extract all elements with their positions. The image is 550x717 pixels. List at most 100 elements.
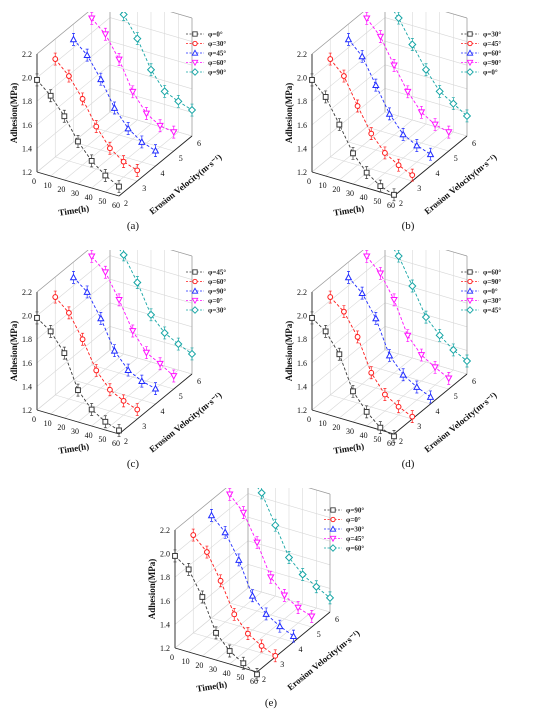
legend-label: φ=60° — [483, 50, 501, 58]
data-series — [52, 52, 141, 177]
panel-caption: (d) — [402, 458, 415, 470]
data-point — [170, 129, 178, 137]
axes — [36, 292, 193, 435]
data-point — [363, 408, 370, 415]
z-tick-label: 1.8 — [297, 97, 307, 106]
z-tick-label: 1.8 — [22, 97, 32, 106]
data-point — [124, 366, 132, 373]
data-point — [327, 294, 334, 300]
time-tick-label: 50 — [373, 435, 381, 444]
data-point — [116, 183, 122, 190]
z-tick-label: 1.4 — [297, 144, 307, 153]
data-point — [358, 52, 366, 60]
time-tick-label: 0 — [170, 653, 174, 662]
data-point — [93, 123, 100, 130]
data-point — [404, 88, 412, 96]
legend-marker — [467, 40, 473, 47]
z-tick-label: 1.6 — [297, 359, 307, 368]
z-tick-label: 1.6 — [297, 121, 307, 130]
data-series — [393, 250, 472, 368]
legend-label: φ=90° — [208, 69, 226, 77]
data-point — [226, 648, 233, 654]
velocity-tick-label: 6 — [472, 139, 476, 148]
z-tick-label: 2.2 — [297, 288, 307, 297]
data-point — [138, 377, 146, 385]
data-point — [308, 613, 316, 621]
z-tick-label: 2.0 — [297, 74, 307, 83]
z-tick-label: 2.0 — [22, 312, 32, 321]
velocity-tick-label: 6 — [335, 615, 339, 624]
data-point — [395, 403, 402, 410]
data-point — [52, 56, 59, 62]
velocity-axis-title: Erosion Velocity(m·s⁻¹) — [285, 628, 361, 692]
time-tick-label: 30 — [71, 189, 79, 198]
time-tick-label: 60 — [112, 201, 120, 210]
legend-marker — [191, 297, 199, 305]
data-series — [327, 290, 416, 423]
data-point — [284, 553, 294, 562]
z-axis-title: Adhesion(MPa) — [284, 321, 294, 382]
time-axis-title: Time(h) — [58, 203, 90, 218]
data-point — [376, 33, 385, 41]
velocity-tick-label: 3 — [280, 660, 284, 669]
data-point — [426, 150, 435, 158]
data-point — [101, 31, 110, 39]
data-point — [115, 56, 123, 64]
chart-svg: 1.2 1.4 1.6 1.8 2.0 2.2 0 10 20 30 40 50 60 2 3 4 5 6 Adhe… — [147, 488, 364, 694]
time-tick-label: 60 — [112, 439, 120, 448]
data-point — [391, 191, 397, 198]
chart-svg: 1.2 1.4 1.6 1.8 2.0 2.2 0 10 20 30 40 50 60 2 3 4 5 6 Adhe… — [9, 250, 226, 456]
data-point — [185, 566, 192, 573]
data-series — [344, 270, 435, 404]
legend-marker — [330, 507, 336, 513]
legend-marker — [192, 40, 198, 47]
legend-marker — [467, 31, 473, 37]
z-tick-label: 2.0 — [297, 312, 307, 321]
velocity-tick-label: 6 — [197, 139, 201, 148]
chart-svg: 1.2 1.4 1.6 1.8 2.0 2.2 0 10 20 30 40 50 60 2 3 4 5 6 Adhe… — [9, 12, 226, 218]
data-point — [119, 250, 128, 259]
data-point — [431, 364, 439, 372]
legend-label: φ=45° — [483, 307, 501, 315]
time-tick-label: 10 — [44, 419, 52, 428]
time-tick-label: 20 — [195, 661, 203, 670]
grid — [174, 488, 331, 673]
data-point — [142, 110, 151, 118]
z-tick-label: 1.6 — [22, 121, 32, 130]
velocity-tick-label: 5 — [317, 630, 321, 639]
data-point — [280, 592, 289, 600]
legend-marker — [466, 287, 474, 294]
legend-marker — [466, 297, 474, 305]
data-point — [97, 75, 105, 83]
data-point — [93, 367, 100, 374]
axes — [311, 292, 468, 435]
data-point — [254, 671, 260, 678]
velocity-tick-label: 3 — [142, 184, 146, 193]
legend-marker — [191, 59, 199, 67]
legend-label: φ=90° — [346, 507, 364, 515]
legend-marker — [330, 516, 336, 523]
data-point — [322, 328, 329, 335]
time-tick-label: 0 — [307, 415, 311, 424]
data-point — [462, 356, 472, 366]
data-point — [368, 130, 375, 137]
legend-label: φ=30° — [208, 40, 226, 48]
data-point — [409, 172, 416, 178]
legend: φ=90°φ=0° φ=30°φ=45° φ=60° — [324, 507, 364, 553]
data-point — [235, 555, 243, 563]
data-point — [408, 40, 417, 49]
data-point — [294, 604, 302, 612]
legend-label: φ=0° — [483, 288, 498, 296]
panel-caption: (e) — [265, 697, 278, 709]
z-tick-label: 1.4 — [22, 144, 32, 153]
data-point — [187, 349, 197, 359]
data-point — [133, 34, 142, 43]
data-point — [151, 384, 160, 392]
data-point — [124, 124, 132, 132]
z-tick-label: 1.2 — [297, 406, 307, 415]
time-tick-label: 10 — [182, 657, 190, 666]
data-point — [445, 375, 453, 383]
legend-label: φ=90° — [483, 278, 501, 286]
data-point — [146, 65, 156, 74]
